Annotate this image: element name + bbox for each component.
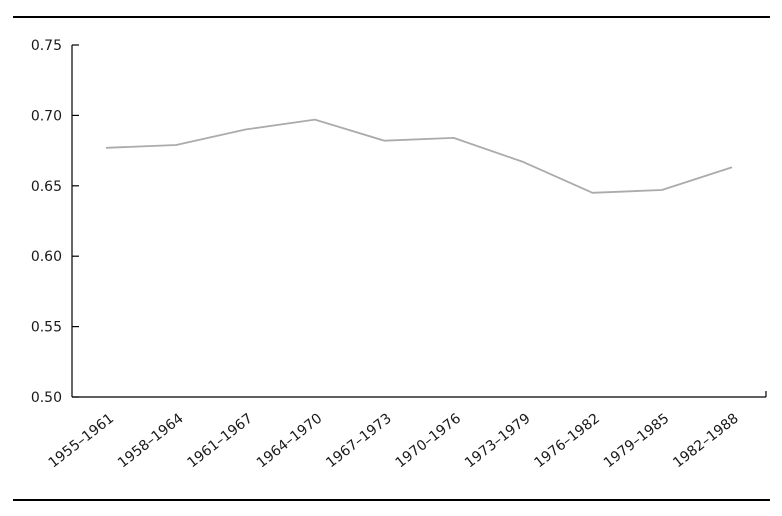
x-tick-label: 1964–1970 (254, 411, 326, 472)
x-tick-label: 1970–1976 (393, 410, 465, 471)
y-tick-label: 0.60 (31, 249, 62, 265)
x-tick-label: 1973–1979 (462, 411, 534, 472)
y-tick-label: 0.65 (31, 179, 62, 195)
bottom-rule (13, 499, 770, 501)
top-rule (13, 16, 770, 18)
x-tick-label: 1976–1982 (531, 411, 603, 472)
y-tick-label: 0.50 (31, 390, 62, 406)
y-tick-label: 0.70 (31, 108, 62, 124)
y-tick-label: 0.55 (31, 320, 62, 336)
x-tick-label: 1979–1985 (601, 411, 673, 472)
x-tick-label: 1955–1961 (46, 411, 118, 472)
x-tick-label: 1967–1973 (323, 411, 395, 472)
data-line (105, 118, 733, 194)
x-tick-label: 1961–1967 (184, 411, 256, 472)
x-tick-label: 1982–1988 (670, 411, 742, 472)
y-tick-label: 0.75 (31, 38, 62, 54)
x-tick-label: 1958–1964 (115, 410, 187, 471)
